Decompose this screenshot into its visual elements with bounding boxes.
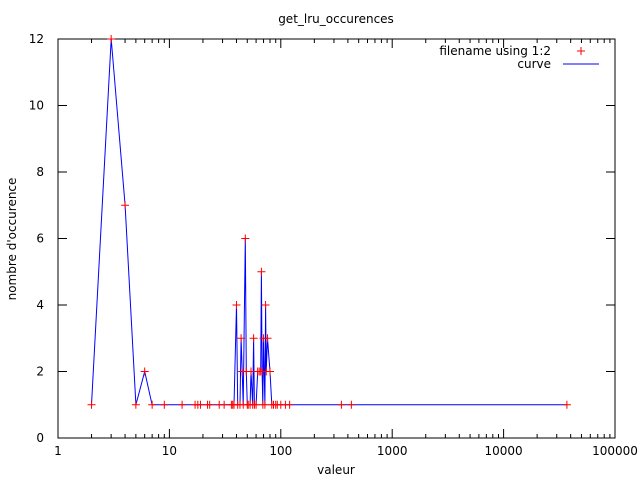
data-point	[196, 400, 205, 409]
chart-title: get_lru_occurences	[278, 12, 394, 26]
series-points	[87, 35, 571, 409]
data-point	[249, 334, 258, 343]
x-tick-label: 100	[269, 444, 292, 458]
data-point	[241, 234, 250, 243]
data-point	[107, 35, 116, 43]
y-tick-label: 10	[29, 99, 44, 113]
y-tick-label: 6	[36, 232, 44, 246]
y-tick-label: 2	[36, 365, 44, 379]
data-point	[266, 367, 275, 376]
y-axis-ticks: 0 2 4 6 8 10 12	[29, 32, 615, 445]
data-point	[562, 400, 571, 409]
data-point	[140, 367, 149, 376]
legend: filename using 1:2 curve	[439, 44, 599, 71]
x-tick-label: 1	[54, 444, 62, 458]
data-point	[237, 334, 246, 343]
legend-label-points: filename using 1:2	[439, 44, 551, 58]
x-tick-label: 100000	[592, 444, 638, 458]
x-tick-label: 1000	[377, 444, 408, 458]
data-point	[178, 400, 187, 409]
data-point	[121, 201, 130, 210]
data-point	[257, 267, 266, 276]
x-axis-label: valeur	[317, 463, 355, 477]
series-curve-line	[91, 38, 567, 406]
data-point	[252, 400, 261, 409]
legend-label-curve: curve	[517, 57, 551, 71]
y-tick-label: 12	[29, 32, 44, 46]
data-point	[260, 400, 269, 409]
data-point	[347, 400, 356, 409]
data-point	[205, 400, 214, 409]
x-tick-label: 10000	[485, 444, 523, 458]
data-point	[160, 400, 169, 409]
data-point	[220, 400, 229, 409]
data-point	[337, 400, 346, 409]
y-tick-label: 4	[36, 298, 44, 312]
plot-frame	[57, 38, 616, 439]
x-axis-ticks: 1 10 100 1000 10000 100000	[54, 39, 638, 458]
y-tick-label: 8	[36, 165, 44, 179]
data-point	[232, 301, 241, 309]
data-point	[261, 301, 270, 309]
y-axis-label: nombre d'occurence	[5, 178, 19, 301]
data-point	[87, 400, 96, 409]
data-point	[131, 400, 140, 409]
data-point	[263, 334, 272, 343]
legend-marker-points	[577, 47, 585, 55]
y-tick-label: 0	[36, 431, 44, 445]
x-tick-label: 10	[162, 444, 177, 458]
data-point	[246, 367, 255, 376]
data-point	[148, 400, 157, 409]
data-point	[285, 400, 294, 409]
